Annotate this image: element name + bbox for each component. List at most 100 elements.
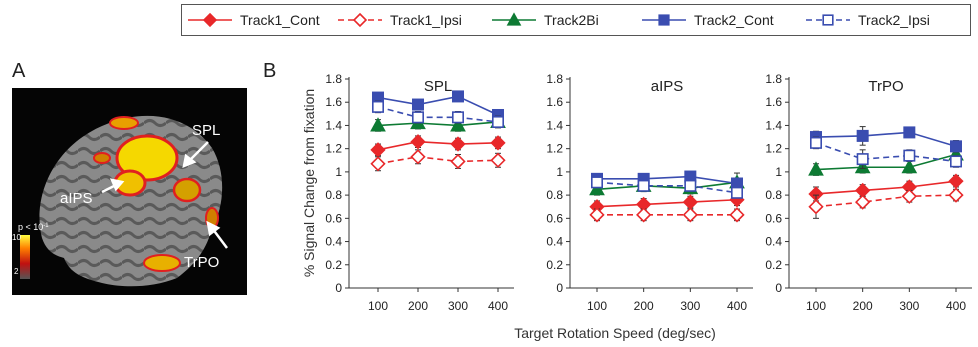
data-point — [370, 156, 386, 172]
brain-label-aips: aIPS — [60, 190, 93, 207]
panel-label-a: A — [12, 60, 26, 82]
x-tick-label: 300 — [899, 299, 919, 313]
arrow-aips-head — [109, 178, 125, 192]
x-tick-label: 300 — [680, 299, 700, 313]
data-point — [856, 153, 869, 166]
y-tick-label: 0.8 — [546, 188, 563, 202]
legend-marker — [202, 12, 218, 28]
data-point — [808, 161, 824, 176]
x-tick-label: 400 — [727, 299, 747, 313]
data-point — [809, 136, 822, 149]
legend-item-track2-ipsi: Track2_Ipsi — [806, 12, 930, 28]
data-point — [411, 111, 424, 124]
data-point — [808, 199, 824, 215]
y-tick-label: 1 — [335, 165, 342, 179]
series-line — [815, 180, 957, 195]
panel-title: aIPS — [651, 78, 684, 95]
y-tick-label: 0.6 — [765, 211, 782, 225]
data-point — [682, 194, 698, 210]
y-tick-label: 0 — [335, 281, 342, 295]
y-tick-label: 1.4 — [765, 118, 782, 132]
series-line — [377, 121, 499, 127]
y-tick-label: 0.2 — [765, 258, 782, 272]
data-point — [411, 98, 424, 111]
series-track1-cont — [370, 134, 506, 158]
y-tick-label: 0 — [775, 281, 782, 295]
data-point — [901, 159, 918, 174]
colorbar-min: 2 — [14, 267, 19, 276]
data-point — [636, 207, 652, 223]
series-track1-cont — [589, 192, 745, 215]
series-line — [377, 155, 499, 165]
data-point — [855, 194, 871, 210]
y-tick-label: 1 — [556, 165, 563, 179]
data-point — [450, 153, 466, 170]
y-tick-label: 0 — [556, 281, 563, 295]
y-tick-label: 0.4 — [325, 235, 342, 249]
data-point — [729, 207, 745, 223]
data-point — [949, 140, 962, 153]
data-point — [589, 207, 605, 223]
legend-label: Track2_Ipsi — [858, 12, 930, 28]
y-tick-label: 0.6 — [325, 211, 342, 225]
data-point — [451, 90, 464, 103]
series-line — [377, 106, 499, 123]
activation-spl — [115, 134, 179, 182]
data-point — [949, 155, 962, 168]
arrow-trpo-head — [206, 220, 221, 237]
series-line — [815, 194, 957, 208]
panel-trpo: 0 0.2 0.4 0.6 0.8 1 1.2 1.4 1.6 1.8 100 200 300 400 Tr… — [765, 72, 972, 313]
legend-label: Track1_Cont — [240, 12, 320, 28]
x-tick-label: 200 — [853, 299, 873, 313]
data-point — [903, 149, 916, 162]
x-tick-label: 100 — [806, 299, 826, 313]
legend-item-track2-cont: Track2_Cont — [642, 12, 774, 28]
data-point — [450, 136, 466, 152]
series-track2-cont — [809, 126, 962, 153]
data-point — [450, 117, 466, 132]
panel-spl: 0 0.2 0.4 0.6 0.8 1 1.2 1.4 1.6 1.8 100 200 300 400 SP… — [325, 72, 514, 313]
legend-item-track2bi: Track2Bi — [492, 12, 599, 28]
series-line — [596, 181, 738, 191]
series-track2-ipsi — [809, 136, 962, 169]
x-tick-label: 100 — [368, 299, 388, 313]
colorbar-max: 10 — [12, 233, 21, 242]
y-tick-label: 1.8 — [325, 72, 342, 86]
arrow-spl-head — [182, 153, 197, 169]
legend-label: Track1_Ipsi — [390, 12, 462, 28]
data-point — [490, 135, 506, 151]
series-track2-cont — [371, 90, 504, 121]
y-tick-label: 1.6 — [765, 95, 782, 109]
series-track1-ipsi — [808, 187, 964, 219]
legend-graphic: Track1_Cont Track1_Ipsi Track2Bi Track2_Con… — [188, 12, 930, 28]
panel-aips: 0 0.2 0.4 0.6 0.8 1 1.2 1.4 1.6 1.8 100 200 300 400 aI… — [546, 72, 753, 313]
legend-marker — [658, 14, 670, 26]
y-tick-label: 1.6 — [546, 95, 563, 109]
legend-marker — [822, 14, 834, 26]
series-track1-ipsi — [370, 149, 506, 172]
data-point — [684, 179, 697, 192]
data-point — [948, 173, 964, 189]
series-track1-cont — [808, 173, 964, 202]
data-point — [370, 142, 386, 158]
series-line — [596, 181, 738, 194]
legend-label: Track2Bi — [544, 12, 599, 28]
activation-trpo — [172, 177, 202, 203]
panel-title: TrPO — [868, 78, 903, 95]
series-line — [596, 198, 738, 208]
panel-label-b: B — [263, 60, 277, 82]
y-tick-label: 0.4 — [765, 235, 782, 249]
y-tick-label: 0.8 — [325, 188, 342, 202]
series-track1-ipsi — [589, 207, 745, 223]
data-point — [410, 149, 426, 165]
x-tick-label: 200 — [634, 299, 654, 313]
data-point — [370, 117, 386, 132]
brain-label-trpo: TrPO — [184, 254, 219, 271]
activation-ventral — [143, 254, 181, 272]
data-point — [901, 188, 917, 204]
y-tick-label: 1.8 — [765, 72, 782, 86]
legend-item-track1-ipsi: Track1_Ipsi — [338, 12, 462, 28]
x-tick-label: 400 — [488, 299, 508, 313]
y-tick-label: 1.2 — [546, 142, 563, 156]
y-tick-label: 1.6 — [325, 95, 342, 109]
